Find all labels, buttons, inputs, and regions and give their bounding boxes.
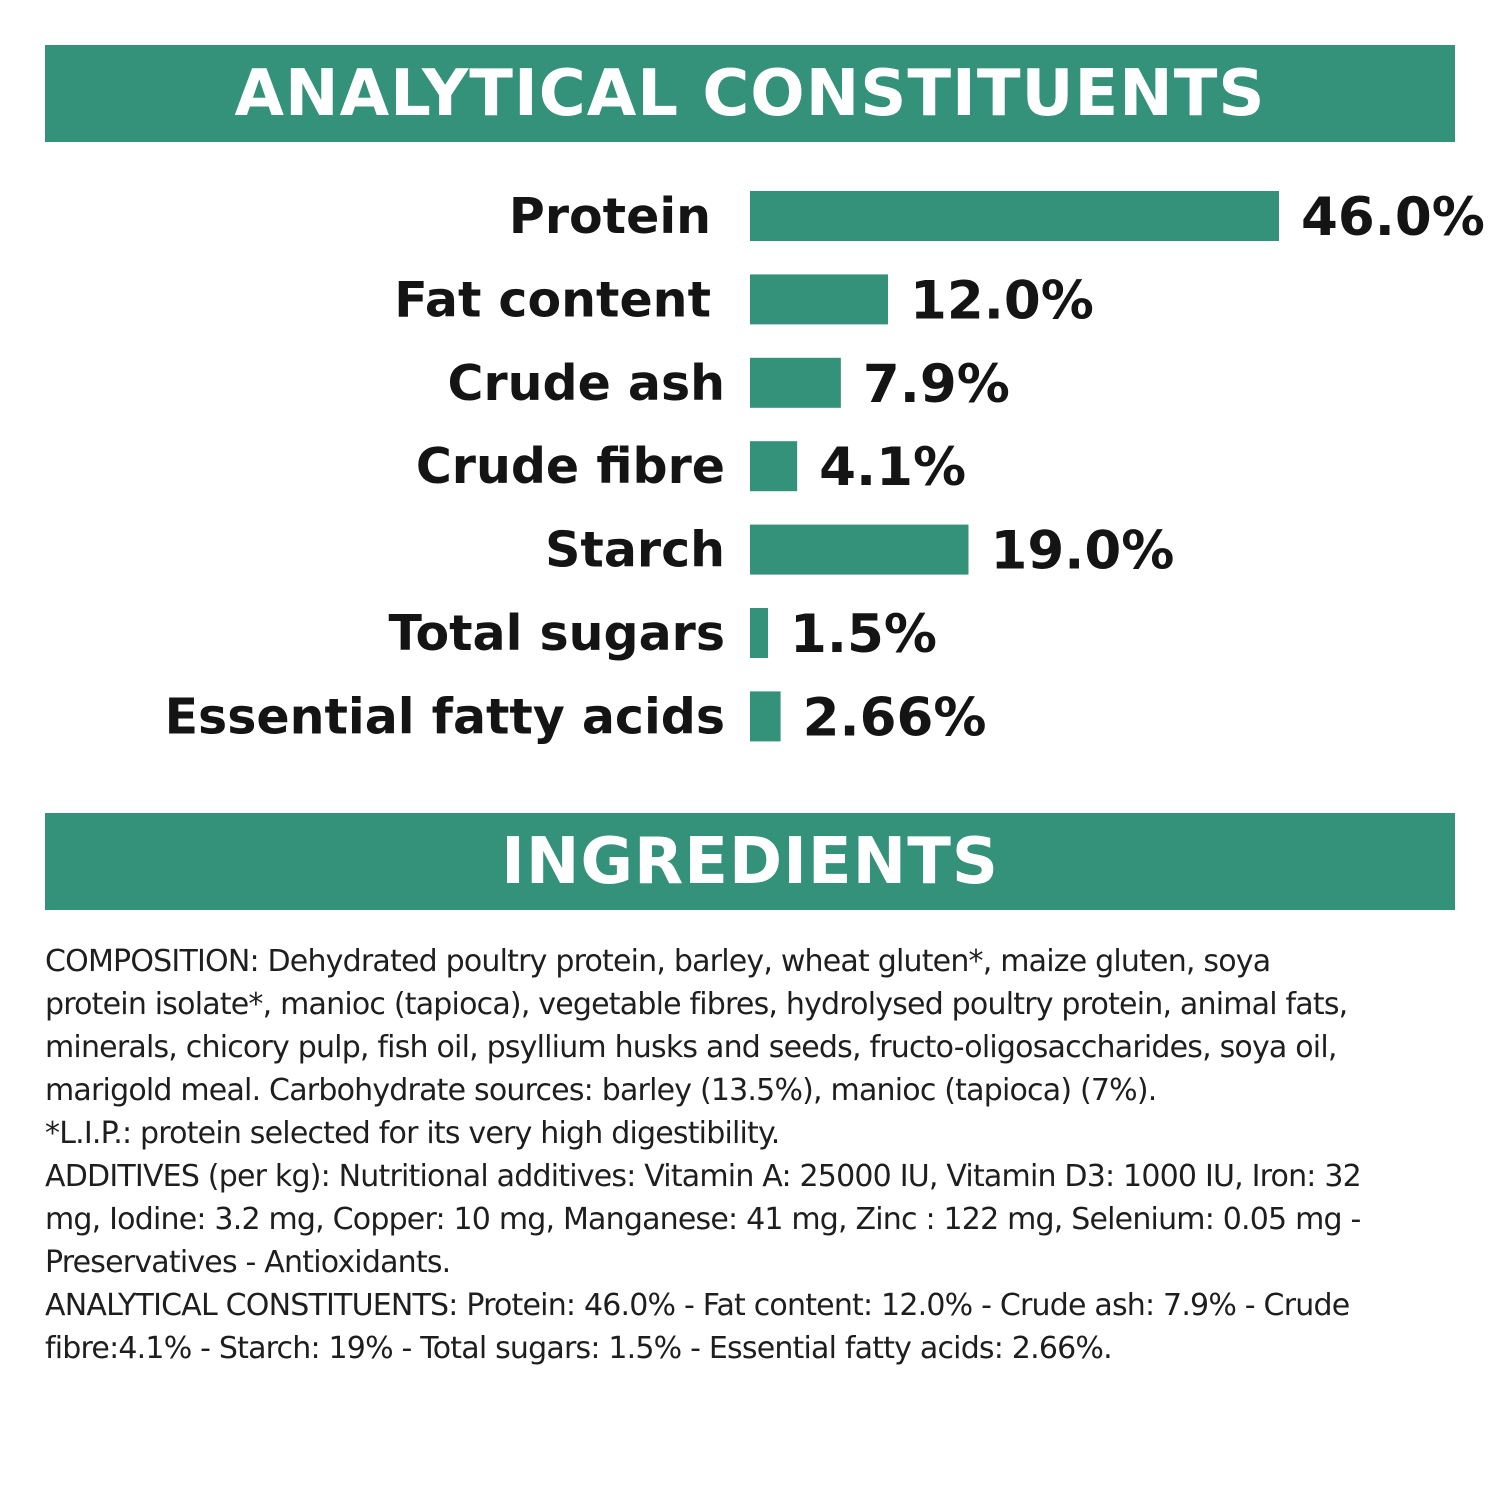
value-label-crude-ash: 7.9% [863, 354, 1010, 415]
value-label-fat-content: 12.0% [910, 270, 1094, 331]
ingredients-line: minerals, chicory pulp, fish oil, psylli… [45, 1030, 1337, 1065]
ingredients-text: COMPOSITION: Dehydrated poultry protein,… [45, 940, 1465, 1370]
category-label-crude-fibre: Crude fibre [416, 438, 725, 495]
value-label-total-sugars: 1.5% [790, 604, 937, 665]
value-label-starch: 19.0% [991, 521, 1175, 582]
analytical-constituents-title: ANALYTICAL CONSTITUENTS [234, 56, 1266, 131]
ingredients-title: INGREDIENTS [501, 824, 999, 899]
ingredients-line: marigold meal. Carbohydrate sources: bar… [45, 1073, 1157, 1108]
bar-essential-fatty-acids [750, 691, 781, 742]
category-label-essential-fatty-acids: Essential fatty acids [165, 688, 725, 745]
category-label-total-sugars: Total sugars [389, 605, 725, 662]
bar-protein [750, 191, 1279, 241]
ingredients-line: fibre:4.1% - Starch: 19% - Total sugars:… [45, 1331, 1113, 1366]
ingredients-header: INGREDIENTS [45, 813, 1455, 910]
bar-fat-content [750, 274, 888, 325]
category-label-starch: Starch [545, 522, 725, 579]
bar-starch [750, 524, 969, 575]
ingredients-line: mg, Iodine: 3.2 mg, Copper: 10 mg, Manga… [45, 1202, 1361, 1237]
category-label-crude-ash: Crude ash [448, 355, 726, 412]
ingredients-line: *L.I.P.: protein selected for its very h… [45, 1116, 780, 1151]
analytical-constituents-header: ANALYTICAL CONSTITUENTS [45, 45, 1455, 142]
value-label-protein: 46.0% [1301, 187, 1485, 248]
bar-total-sugars [750, 608, 768, 658]
bar-crude-fibre [750, 441, 798, 492]
ingredients-line: ANALYTICAL CONSTITUENTS: Protein: 46.0% … [45, 1288, 1350, 1323]
ingredients-line: ADDITIVES (per kg): Nutritional additive… [45, 1159, 1362, 1194]
value-label-crude-fibre: 4.1% [819, 437, 966, 498]
ingredients-line: Preservatives - Antioxidants. [45, 1245, 451, 1280]
analytical-constituents-chart: Protein 46.0% Fat content 12.0% Crude ash 7.9… [165, 187, 1485, 748]
value-label-essential-fatty-acids: 2.66% [803, 687, 987, 748]
ingredients-line: COMPOSITION: Dehydrated poultry protein,… [45, 944, 1271, 979]
category-label-protein: Protein [509, 188, 711, 245]
category-label-fat-content: Fat content [394, 271, 711, 328]
ingredients-line: protein isolate*, manioc (tapioca), vege… [45, 987, 1348, 1022]
bar-crude-ash [750, 357, 841, 408]
